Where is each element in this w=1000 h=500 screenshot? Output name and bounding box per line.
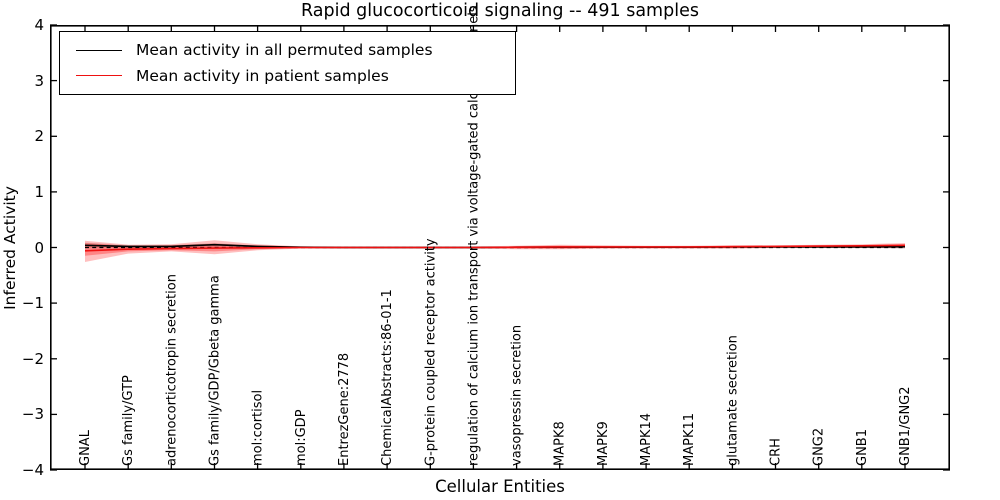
x-tick-label: G-protein coupled receptor activity <box>423 238 438 466</box>
y-axis-label: Inferred Activity <box>1 186 19 310</box>
y-tick-label: 2 <box>34 127 44 146</box>
x-tick-label: mol:GDP <box>294 409 309 466</box>
x-tick-label: MAPK8 <box>553 421 568 466</box>
legend-entry-patient: Mean activity in patient samples <box>60 67 515 85</box>
x-tick-label: MAPK11 <box>682 413 697 466</box>
legend-box: Mean activity in all permuted samples Me… <box>59 31 516 95</box>
permuted-line-swatch <box>76 49 122 51</box>
x-tick-label: MAPK14 <box>639 413 654 466</box>
x-tick-label: EntrezGene:2778 <box>337 353 352 466</box>
y-tick-label: −3 <box>21 405 44 424</box>
x-tick-label: MAPK9 <box>596 421 611 466</box>
patient-line-swatch <box>76 75 122 77</box>
patient-mean-line <box>84 244 906 252</box>
x-tick-labels: GNAL Gs family/GTP adrenocorticotropin sec… <box>78 5 913 466</box>
plot-frame <box>50 25 951 470</box>
plot-canvas: GNAL Gs family/GTP adrenocorticotropin sec… <box>50 5 951 471</box>
x-tick-label: adrenocorticotropin secretion <box>164 274 179 466</box>
x-tick-label: mol:cortisol <box>251 390 266 466</box>
x-tick-label: GNAL <box>78 429 93 466</box>
patient-band-inner <box>85 243 905 256</box>
y-tick-label: 0 <box>34 238 44 257</box>
plot-area: GNAL Gs family/GTP adrenocorticotropin sec… <box>50 5 951 471</box>
x-tick-label: glutamate secretion <box>725 335 740 466</box>
x-axis-label: Cellular Entities <box>435 477 565 496</box>
x-tick-label: GNB1 <box>855 429 870 466</box>
x-tick-label: GNB1/GNG2 <box>898 386 913 466</box>
y-tick-label: 1 <box>34 182 44 201</box>
y-tick-label: −1 <box>21 294 44 313</box>
y-tick-label: −2 <box>21 349 44 368</box>
legend-label-patient: Mean activity in patient samples <box>136 66 389 85</box>
y-tick-label: 3 <box>34 71 44 90</box>
legend-label-permuted: Mean activity in all permuted samples <box>136 41 433 60</box>
x-tick-label: vasopressin secretion <box>510 325 525 466</box>
y-tick-label: 4 <box>34 16 44 34</box>
x-tick-label: CRH <box>769 438 784 466</box>
x-tick-label: Gs family/GDP/Gbeta gamma <box>208 275 223 466</box>
x-tick-label: Gs family/GTP <box>121 375 136 466</box>
x-tick-label: ChemicalAbstracts:86-01-1 <box>380 289 395 466</box>
patient-band-outer <box>85 240 905 262</box>
legend-entry-permuted: Mean activity in all permuted samples <box>60 41 515 59</box>
y-tick-label: −4 <box>21 461 44 479</box>
x-tick-label: regulation of calcium ion transport via … <box>466 5 481 466</box>
x-tick-label: GNG2 <box>812 428 827 466</box>
chart-title: Rapid glucocorticoid signaling -- 491 sa… <box>301 1 699 21</box>
